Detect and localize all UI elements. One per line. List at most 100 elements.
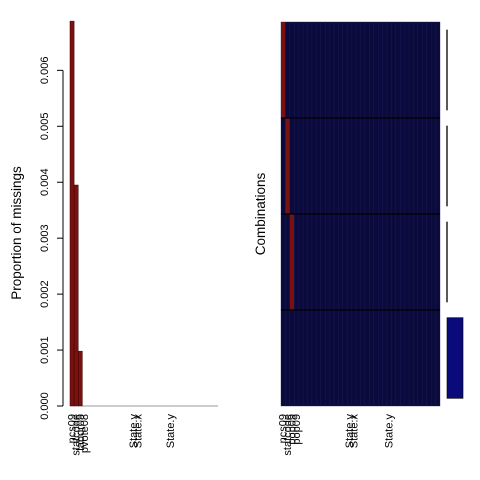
heatmap-cell: [382, 117, 388, 215]
heatmap-cell: [320, 117, 326, 215]
heatmap-cell: [311, 213, 317, 311]
heatmap-cell: [386, 117, 392, 215]
heatmap-cell: [285, 21, 291, 119]
heatmap-cell: [426, 309, 432, 407]
heatmap-cell: [342, 309, 348, 407]
heatmap-cell: [347, 21, 352, 119]
x-tick-label: statcode: [282, 414, 294, 456]
heatmap-cell: [316, 21, 321, 119]
heatmap-cell: [435, 21, 441, 119]
heatmap-cell: [351, 21, 357, 119]
heatmap-cell: [329, 117, 335, 215]
heatmap-cell: [395, 213, 401, 311]
heatmap-cell: [294, 213, 299, 311]
heatmap-cell: [316, 213, 321, 311]
heatmap-cell: [285, 309, 291, 407]
y-tick-label: 0.006: [39, 57, 51, 85]
heatmap-cell: [280, 309, 286, 407]
heatmap-cell: [351, 117, 357, 215]
heatmap-cell: [413, 21, 419, 119]
y-axis-label: Proportion of missings: [9, 166, 24, 300]
heatmap-cell: [386, 213, 392, 311]
y-tick-label: 0.005: [39, 113, 51, 141]
heatmap-cell: [289, 309, 295, 407]
heatmap-cell: [351, 309, 357, 407]
heatmap-cell: [382, 21, 388, 119]
heatmap-cell: [373, 21, 379, 119]
heatmap-cell: [400, 309, 405, 407]
heatmap-cell: [435, 117, 441, 215]
heatmap-cell: [430, 21, 436, 119]
heatmap-cell: [373, 309, 379, 407]
heatmap-cell: [289, 213, 295, 311]
heatmap-cell: [280, 117, 286, 215]
heatmap-cell: [417, 213, 423, 311]
heatmap-cell: [391, 21, 397, 119]
heatmap-cell: [364, 309, 370, 407]
heatmap-cell: [320, 309, 326, 407]
heatmap-cell: [404, 213, 410, 311]
heatmap-cell: [289, 21, 295, 119]
heatmap-cell: [417, 117, 423, 215]
heatmap-cell: [311, 117, 317, 215]
heatmap-cell: [298, 213, 304, 311]
heatmap-cell: [369, 309, 374, 407]
heatmap-cell: [307, 213, 313, 311]
heatmap-cell: [342, 213, 348, 311]
x-tick-label: State.y: [344, 414, 356, 449]
heatmap-cell: [333, 213, 339, 311]
frequency-bar: [446, 317, 464, 399]
heatmap-cell: [377, 213, 383, 311]
heatmap-cell: [422, 117, 427, 215]
y-tick-label: 0.001: [39, 336, 51, 364]
heatmap-cell: [404, 21, 410, 119]
heatmap-cell: [373, 213, 379, 311]
heatmap-cell: [316, 117, 321, 215]
heatmap-cell: [422, 309, 427, 407]
heatmap-cell: [404, 309, 410, 407]
heatmap-cell: [377, 117, 383, 215]
heatmap-cell: [302, 213, 308, 311]
y-tick-label: 0.000: [39, 392, 51, 420]
heatmap-cell: [333, 309, 339, 407]
x-tick-label: pvote08: [79, 414, 91, 453]
heatmap-cell: [347, 309, 352, 407]
heatmap-cell: [324, 213, 330, 311]
y-tick-label: 0.004: [39, 168, 51, 196]
heatmap-cell: [377, 309, 383, 407]
heatmap-cell: [373, 117, 379, 215]
missing-proportion-chart: 0.000 0.001 0.002 0.003 0.004 0.005 0.006 Propo…: [9, 20, 218, 456]
heatmap-cell: [417, 21, 423, 119]
x-tick-label: State.y: [165, 414, 177, 449]
heatmap-cell: [342, 117, 348, 215]
heatmap-cell: [408, 213, 414, 311]
heatmap-cell: [338, 21, 344, 119]
heatmap-cell: [285, 117, 291, 215]
heatmap-cell: [324, 117, 330, 215]
heatmap-cell: [422, 213, 427, 311]
heatmap-cell: [364, 21, 370, 119]
bar: [77, 350, 83, 407]
heatmap-cell: [342, 21, 348, 119]
bar: [73, 184, 79, 407]
heatmap-cell: [369, 213, 374, 311]
heatmap-cell: [294, 309, 299, 407]
heatmap-cell: [307, 21, 313, 119]
x-tick-label: ncs09: [278, 414, 290, 443]
heatmap-cell: [280, 213, 286, 311]
heatmap-cell: [324, 309, 330, 407]
heatmap-cell: [324, 21, 330, 119]
x-tick-label: statcode: [71, 414, 83, 456]
heatmap-cell: [408, 21, 414, 119]
y-axis-label: Combinations: [253, 172, 268, 255]
heatmap-cell: [422, 21, 427, 119]
heatmap-cell: [435, 213, 441, 311]
heatmap-cell: [386, 21, 392, 119]
heatmap-cell: [338, 117, 344, 215]
heatmap-cell: [320, 213, 326, 311]
heatmap-cell: [430, 213, 436, 311]
heatmap-cell: [302, 21, 308, 119]
heatmap-cell: [329, 309, 335, 407]
